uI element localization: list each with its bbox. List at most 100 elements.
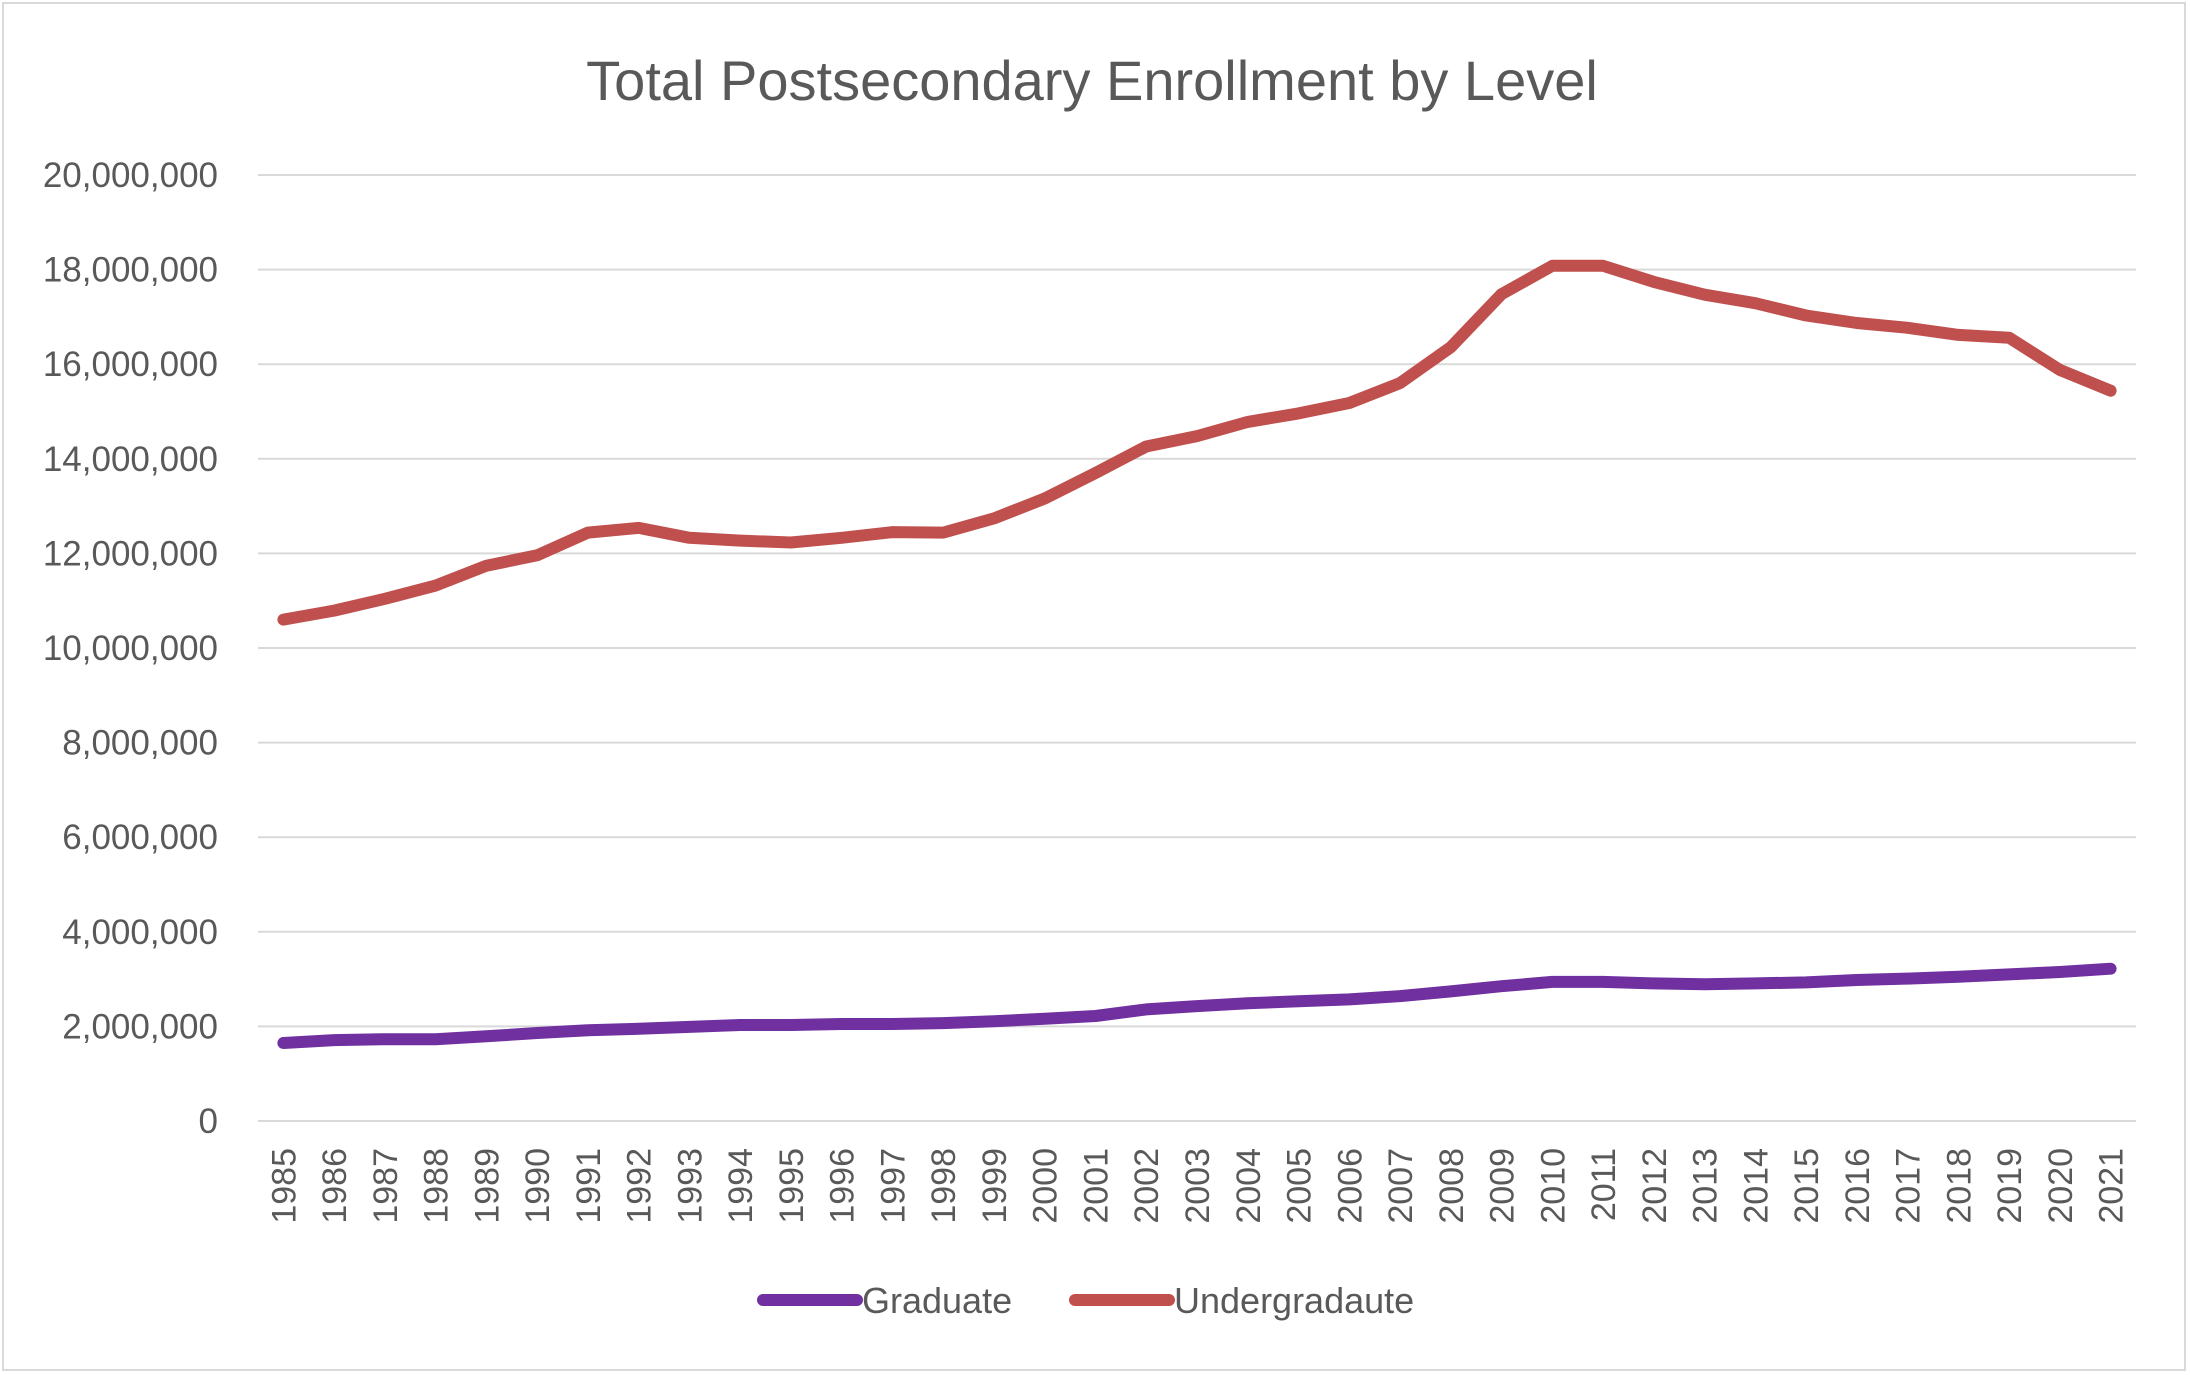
data-point-undergradaute: [1957, 334, 1959, 336]
data-point-undergradaute: [790, 542, 792, 544]
x-tick-label: 2019: [1991, 1148, 2029, 1224]
data-point-graduate: [1704, 983, 1706, 985]
data-point-graduate: [1196, 1005, 1198, 1007]
data-point-undergradaute: [1094, 472, 1096, 474]
data-point-graduate: [282, 1042, 284, 1044]
data-point-undergradaute: [942, 532, 944, 534]
x-tick-label: 2004: [1230, 1148, 1268, 1224]
data-point-undergradaute: [1704, 294, 1706, 296]
x-tick-label: 1988: [418, 1148, 456, 1224]
chart-title: Total Postsecondary Enrollment by Level: [586, 49, 1598, 112]
y-tick-label: 6,000,000: [62, 818, 218, 857]
x-tick-label: 2018: [1940, 1148, 1978, 1224]
data-point-graduate: [1754, 982, 1756, 984]
x-axis-tick-labels: 1985 1986 1987 1988 1989 1990 1991 1992 1993 1994…: [265, 1148, 2130, 1224]
data-point-graduate: [1907, 978, 1909, 980]
data-point-undergradaute: [1044, 498, 1046, 500]
y-tick-label: 16,000,000: [43, 345, 218, 384]
x-tick-label: 2005: [1281, 1148, 1319, 1224]
data-point-undergradaute: [1501, 293, 1503, 295]
x-tick-label: 1991: [570, 1148, 608, 1224]
data-point-graduate: [891, 1023, 893, 1025]
data-point-graduate: [485, 1035, 487, 1037]
data-point-graduate: [2059, 971, 2061, 973]
data-point-graduate: [638, 1028, 640, 1030]
legend: Graduate Undergradaute: [757, 1280, 1414, 1321]
x-tick-label: 2015: [1788, 1148, 1826, 1224]
data-point-undergradaute: [2110, 390, 2112, 392]
x-tick-label: 1993: [671, 1148, 709, 1224]
x-tick-label: 2003: [1179, 1148, 1217, 1224]
legend-label-undergradaute: Undergradaute: [1174, 1280, 1414, 1321]
x-tick-label: 2009: [1484, 1148, 1522, 1224]
data-point-undergradaute: [1450, 346, 1452, 348]
x-tick-label: 2010: [1534, 1148, 1572, 1224]
x-tick-label: 1985: [265, 1148, 303, 1224]
y-tick-label: 10,000,000: [43, 629, 218, 668]
data-point-graduate: [1450, 990, 1452, 992]
data-point-undergradaute: [993, 517, 995, 519]
data-point-graduate: [1044, 1018, 1046, 1020]
data-point-graduate: [536, 1032, 538, 1034]
x-tick-label: 1987: [367, 1148, 405, 1224]
x-tick-label: 2017: [1890, 1148, 1928, 1224]
data-point-graduate: [1501, 985, 1503, 987]
data-point-undergradaute: [1551, 265, 1553, 267]
x-tick-label: 2000: [1027, 1148, 1065, 1224]
data-point-undergradaute: [1653, 281, 1655, 283]
x-tick-label: 1994: [722, 1148, 760, 1224]
data-point-graduate: [1805, 981, 1807, 983]
x-tick-label: 1986: [316, 1148, 354, 1224]
x-tick-label: 1997: [874, 1148, 912, 1224]
data-point-graduate: [1399, 995, 1401, 997]
x-tick-label: 1995: [773, 1148, 811, 1224]
data-point-graduate: [1653, 982, 1655, 984]
data-point-graduate: [1856, 979, 1858, 981]
y-tick-label: 2,000,000: [62, 1007, 218, 1046]
data-point-graduate: [2110, 968, 2112, 970]
data-point-undergradaute: [1856, 322, 1858, 324]
y-tick-label: 20,000,000: [43, 156, 218, 195]
data-point-undergradaute: [2008, 337, 2010, 339]
data-point-undergradaute: [1805, 314, 1807, 316]
data-point-graduate: [790, 1024, 792, 1026]
data-point-graduate: [1957, 976, 1959, 978]
x-tick-label: 2001: [1077, 1148, 1115, 1224]
y-tick-label: 14,000,000: [43, 440, 218, 479]
data-point-graduate: [1298, 1000, 1300, 1002]
data-point-graduate: [1551, 981, 1553, 983]
data-point-graduate: [1247, 1002, 1249, 1004]
data-point-graduate: [688, 1026, 690, 1028]
data-point-graduate: [384, 1038, 386, 1040]
y-tick-label: 18,000,000: [43, 251, 218, 290]
data-point-undergradaute: [2059, 369, 2061, 371]
data-point-undergradaute: [1298, 412, 1300, 414]
data-point-undergradaute: [1907, 327, 1909, 329]
data-point-graduate: [1094, 1015, 1096, 1017]
data-point-undergradaute: [333, 610, 335, 612]
y-axis-tick-labels: 0 2,000,000 4,000,000 6,000,000 8,000,000 10,…: [43, 156, 218, 1141]
data-point-graduate: [333, 1039, 335, 1041]
data-point-graduate: [942, 1022, 944, 1024]
data-point-graduate: [587, 1029, 589, 1031]
data-point-undergradaute: [485, 565, 487, 567]
x-tick-label: 1990: [519, 1148, 557, 1224]
data-point-undergradaute: [739, 540, 741, 542]
data-point-graduate: [739, 1024, 741, 1026]
data-point-undergradaute: [1399, 382, 1401, 384]
data-point-graduate: [841, 1023, 843, 1025]
data-point-graduate: [993, 1020, 995, 1022]
x-tick-label: 2014: [1737, 1148, 1775, 1224]
data-point-undergradaute: [638, 527, 640, 529]
data-point-undergradaute: [536, 554, 538, 556]
data-point-undergradaute: [841, 537, 843, 539]
x-tick-label: 1996: [824, 1148, 862, 1224]
x-tick-label: 2021: [2093, 1148, 2131, 1224]
data-point-undergradaute: [282, 619, 284, 621]
x-tick-label: 1989: [468, 1148, 506, 1224]
x-tick-label: 2016: [1839, 1148, 1877, 1224]
y-tick-label: 8,000,000: [62, 724, 218, 763]
data-point-undergradaute: [435, 585, 437, 587]
